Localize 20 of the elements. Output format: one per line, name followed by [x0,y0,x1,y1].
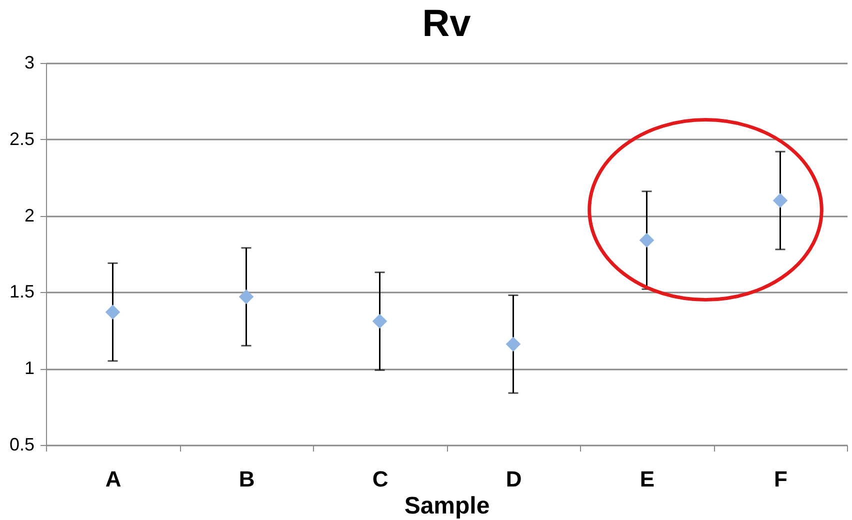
point [372,314,388,329]
x-tick-label: E [640,466,655,492]
y-tick-label: 1.5 [9,282,34,302]
point [772,193,788,208]
y-tick-label: 2.5 [9,128,34,149]
x-tick-label: C [372,466,388,492]
point [105,304,120,320]
chart-title: Rv [422,3,471,45]
y-tick-label: 0.5 [9,434,34,454]
point [238,289,254,304]
y-tick-label: 2 [24,205,34,226]
x-axis-title: Sample [404,492,490,520]
x-tick-label: F [774,466,788,492]
x-tick-label: B [238,466,255,492]
point [639,232,654,248]
y-tick-label: 3 [24,52,34,72]
y-tick-label: 1 [24,358,34,378]
x-tick-label: D [506,466,522,492]
point [506,336,521,352]
x-tick-label: A [105,466,122,492]
